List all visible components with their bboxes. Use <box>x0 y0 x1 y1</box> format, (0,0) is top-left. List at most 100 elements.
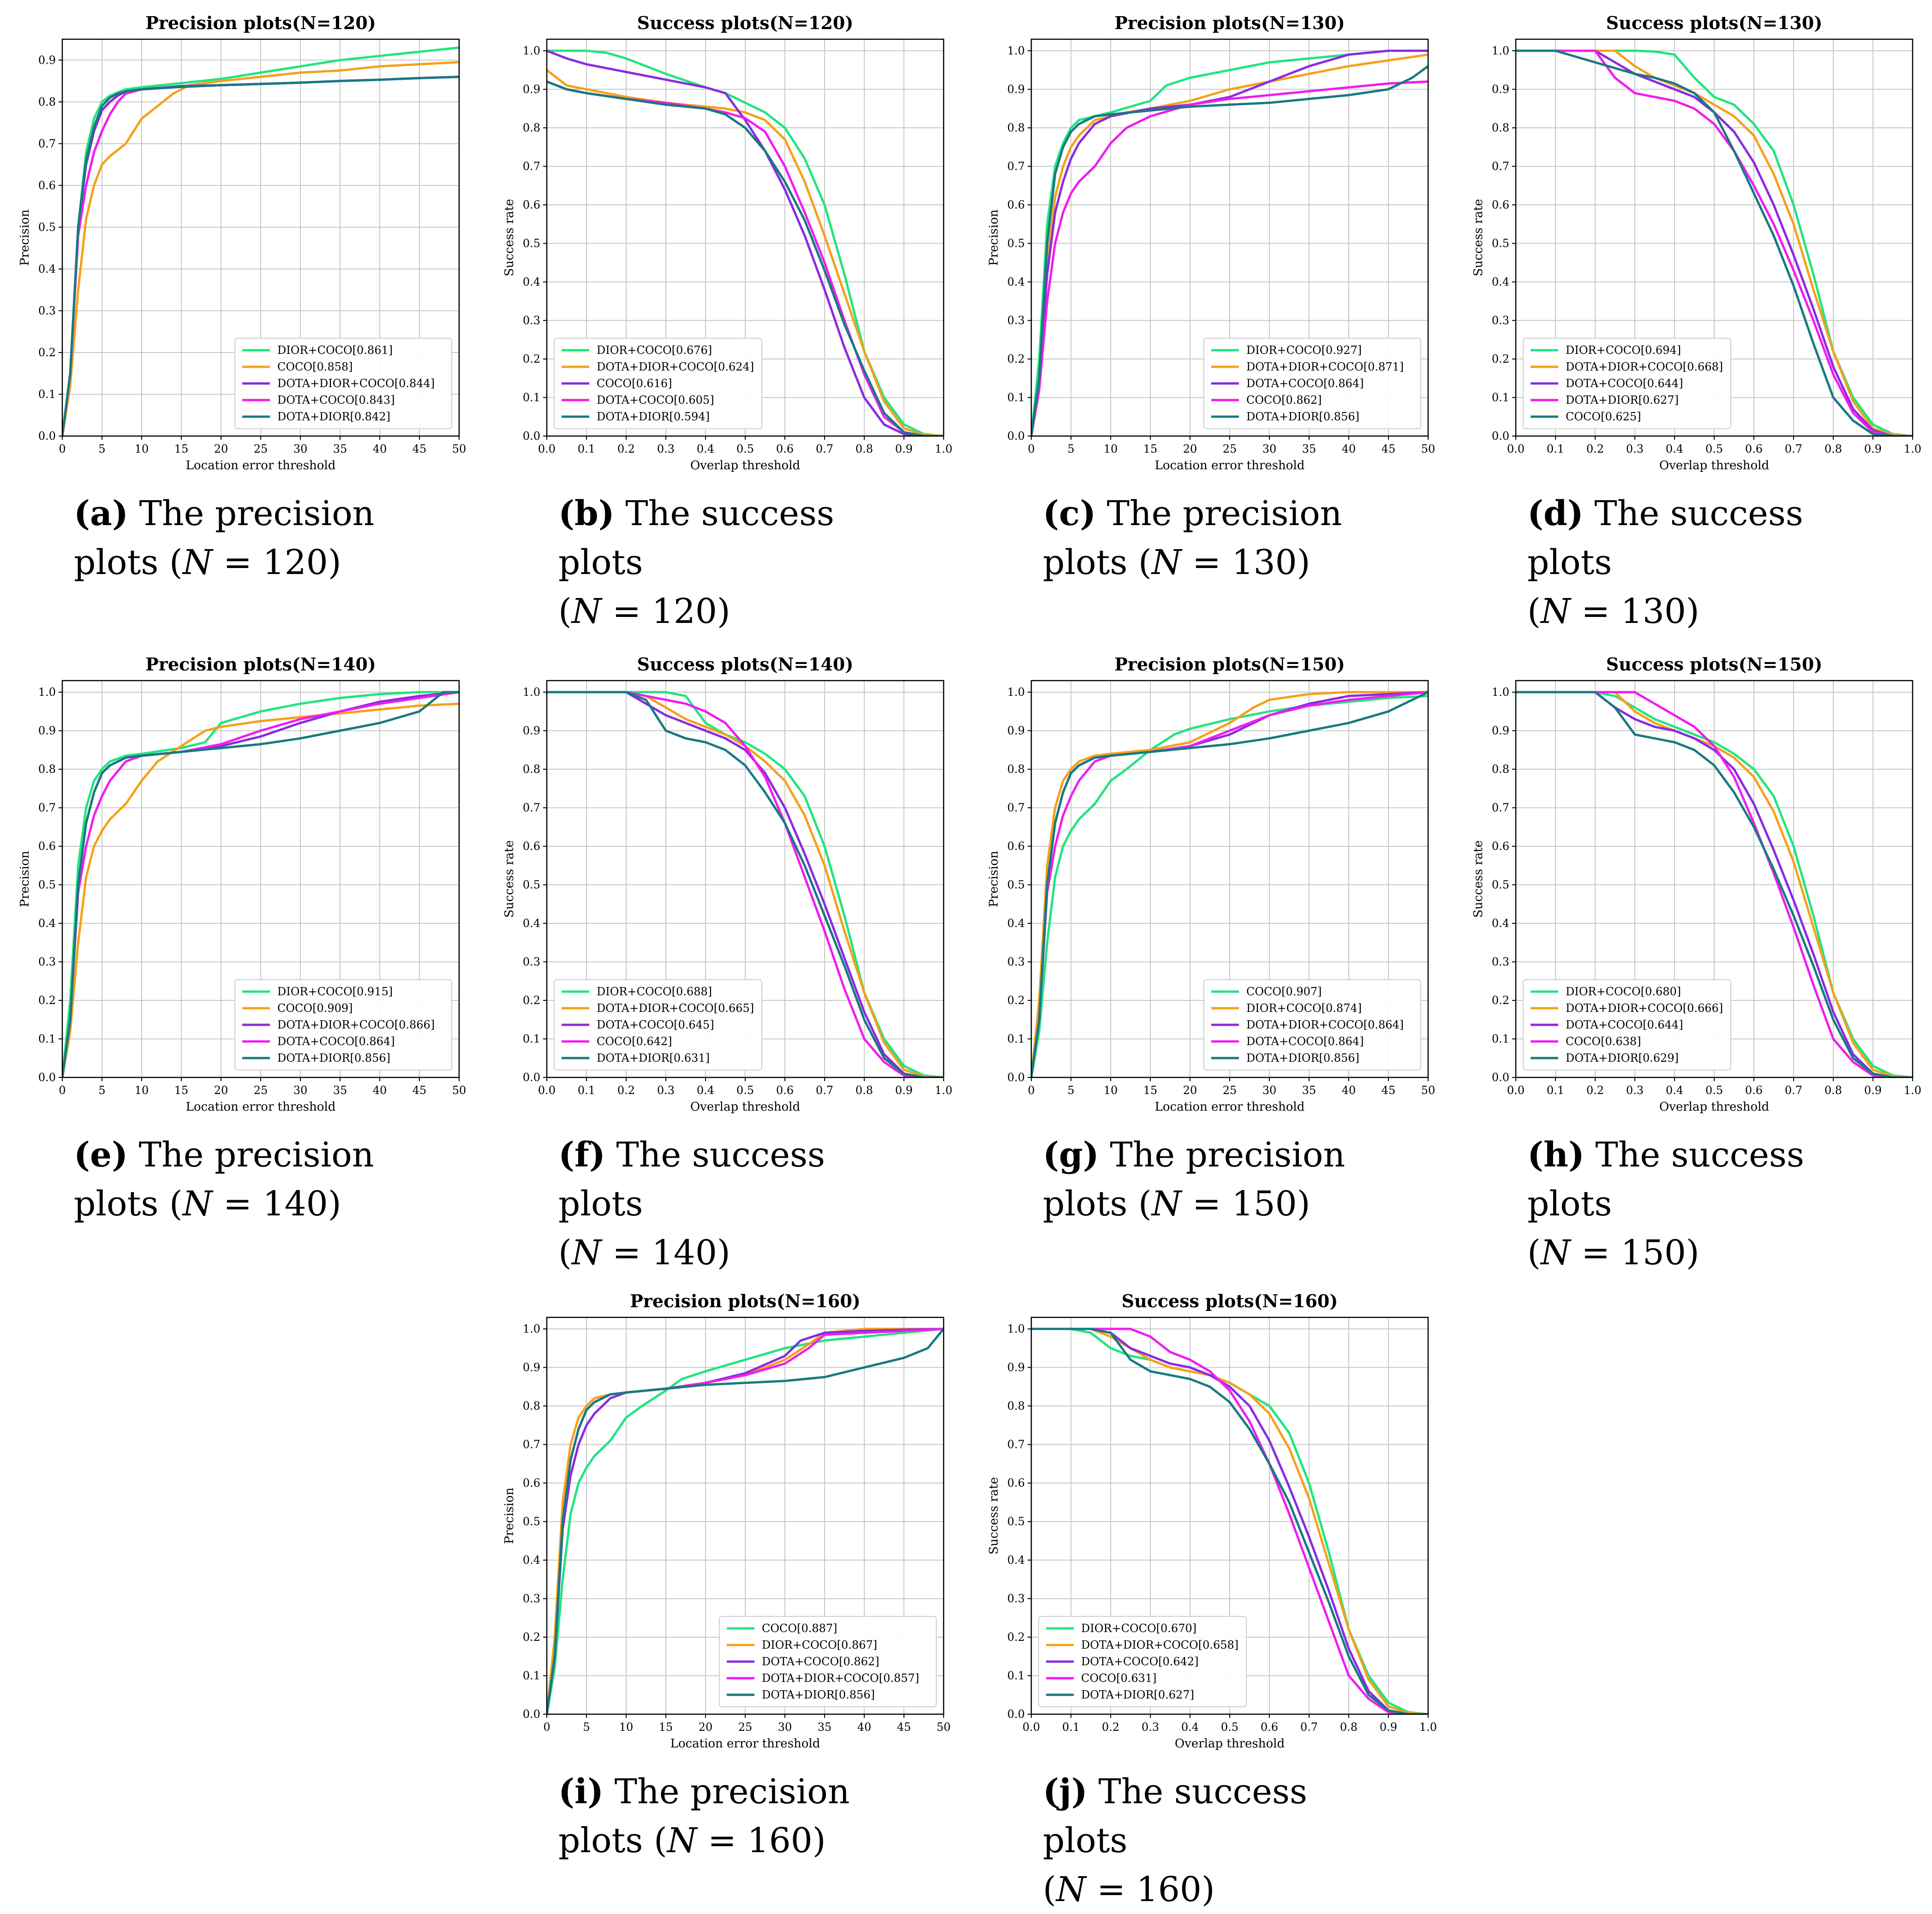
series-line-2 <box>62 702 459 1077</box>
y-tick-label: 0.6 <box>1492 198 1509 211</box>
plot-frame <box>1030 38 1429 437</box>
chart-title: Precision plots(N=130) <box>1114 12 1345 33</box>
y-axis-label: Success rate <box>987 1477 1001 1555</box>
x-tick-label: 20 <box>214 443 228 455</box>
plot-frame <box>1515 680 1914 1078</box>
y-tick-label: 0.9 <box>1492 724 1509 737</box>
y-tick-label: 0.3 <box>1007 314 1025 327</box>
x-tick-label: 35 <box>333 1084 347 1097</box>
y-tick-label: 0.7 <box>523 801 540 814</box>
x-tick-label: 25 <box>1223 1084 1237 1097</box>
caption-text: = 120) <box>601 592 730 631</box>
y-tick-label: 0.6 <box>38 179 56 192</box>
caption-text: = 160) <box>697 1821 826 1860</box>
y-tick-label: 0.9 <box>1007 724 1025 737</box>
series-group <box>1031 49 1428 436</box>
legend-entry: DOTA+DIOR[0.627] <box>1566 394 1679 407</box>
y-tick-label: 0.8 <box>523 1400 540 1412</box>
series-line-1 <box>547 691 944 1077</box>
legend-entry: DOTA+DIOR+COCO[0.665] <box>597 1002 754 1015</box>
legend-box <box>1038 1616 1247 1707</box>
legend-entry: DOTA+COCO[0.862] <box>762 1655 879 1668</box>
y-tick-label: 0.8 <box>38 96 56 108</box>
legend-entry: DIOR+COCO[0.670] <box>1081 1622 1196 1635</box>
y-tick-label: 1.0 <box>1007 686 1025 699</box>
x-axis-label: Location error threshold <box>670 1737 820 1751</box>
legend-box <box>234 338 452 429</box>
y-tick-label: 0.8 <box>38 763 56 776</box>
caption-label: (c) <box>1043 494 1096 533</box>
legend-box <box>1203 338 1421 429</box>
y-tick-label: 1.0 <box>523 1322 540 1335</box>
legend-entry: DOTA+DIOR[0.629] <box>1566 1052 1679 1065</box>
x-tick-label: 0.4 <box>697 443 714 455</box>
y-tick-label: 0.5 <box>523 879 540 891</box>
x-tick-label: 0.6 <box>1745 1084 1763 1097</box>
legend: DIOR+COCO[0.676] DOTA+DIOR+COCO[0.624] COC… <box>554 338 762 429</box>
x-tick-label: 40 <box>1342 1084 1356 1097</box>
legend-entry: DOTA+COCO[0.642] <box>1081 1655 1199 1668</box>
series-line-4 <box>547 691 944 1077</box>
x-tick-label: 1.0 <box>1904 443 1921 455</box>
legend-entry: DOTA+COCO[0.864] <box>277 1035 395 1048</box>
caption-label: (h) <box>1527 1135 1585 1175</box>
y-tick-label: 0.4 <box>523 275 540 288</box>
caption-text: ( <box>1527 592 1541 631</box>
caption-label: (a) <box>74 494 128 533</box>
x-axis-label: Overlap threshold <box>690 1100 800 1114</box>
chart-title: Success plots(N=140) <box>637 654 854 675</box>
legend-entry: DOTA+COCO[0.645] <box>597 1018 714 1031</box>
y-tick-label: 0.9 <box>1007 83 1025 96</box>
legend: DIOR+COCO[0.861] COCO[0.858] DOTA+DIOR+COC… <box>234 338 452 429</box>
chart-svg: Success plots(N=120) 0.0 0.1 0.2 0.3 0.4 0.5 0.… <box>502 12 952 473</box>
series-line-2 <box>1031 691 1428 1077</box>
x-tick-label: 0.2 <box>617 1084 635 1097</box>
x-tick-label: 0.9 <box>895 443 913 455</box>
y-tick-label: 0.9 <box>38 724 56 737</box>
y-tick-label: 0.8 <box>1007 763 1025 776</box>
y-tick-label: 0.2 <box>1007 353 1025 365</box>
series-line-5 <box>1516 49 1913 436</box>
caption-label: (j) <box>1043 1772 1088 1812</box>
y-tick-label: 0.7 <box>523 160 540 173</box>
y-tick-label: 0.1 <box>523 1669 540 1682</box>
chart-svg: Success plots(N=150) 0.0 0.1 0.2 0.3 0.4 0.5 0.… <box>1471 654 1921 1114</box>
x-tick-label: 0.6 <box>1261 1721 1278 1734</box>
y-tick-label: 0.0 <box>1007 430 1025 443</box>
x-tick-label: 40 <box>373 443 387 455</box>
x-tick-label: 1.0 <box>1419 1721 1437 1734</box>
chart-svg: Precision plots(N=130) 0 5 10 15 20 25 30 35 40 45… <box>987 12 1435 473</box>
chart-svg: Precision plots(N=140) 0 5 10 15 20 25 30 35 40 45… <box>18 654 466 1114</box>
caption-text: The success plots <box>1527 1135 1804 1224</box>
x-tick-label: 0.2 <box>1586 443 1604 455</box>
y-tick-label: 0.0 <box>1492 430 1509 443</box>
y-tick-label: 0.9 <box>38 54 56 66</box>
legend-entry: DOTA+DIOR+COCO[0.871] <box>1246 360 1404 373</box>
caption-text: = 160) <box>1086 1870 1215 1909</box>
x-tick-label: 0.0 <box>1023 1721 1040 1734</box>
y-tick-label: 0.1 <box>1492 391 1509 404</box>
y-tick-label: 0.7 <box>1007 160 1025 173</box>
x-tick-label: 45 <box>1382 443 1396 455</box>
x-tick-label: 15 <box>174 443 189 455</box>
y-tick-label: 0.3 <box>1007 1592 1025 1605</box>
x-axis-label: Location error threshold <box>186 1100 336 1114</box>
y-tick-label: 0.5 <box>523 237 540 250</box>
x-tick-label: 20 <box>214 1084 228 1097</box>
caption-variable: N <box>1540 592 1571 631</box>
legend-entry: DOTA+COCO[0.864] <box>1246 1035 1364 1048</box>
series-line-5 <box>62 691 459 1077</box>
x-tick-label: 0 <box>1028 1084 1035 1097</box>
y-tick-label: 0.4 <box>1007 917 1025 930</box>
figure-panel-h: Success plots(N=150) 0.0 0.1 0.2 0.3 0.4 0.5 0.… <box>1463 646 1924 1273</box>
caption-variable: N <box>571 592 602 631</box>
caption-label: (e) <box>74 1135 128 1175</box>
x-tick-label: 15 <box>659 1721 673 1734</box>
plot-frame <box>546 38 945 437</box>
figure-panel-d: Success plots(N=130) 0.0 0.1 0.2 0.3 0.4 0.5 0.… <box>1463 5 1924 631</box>
x-tick-label: 0.8 <box>1824 1084 1842 1097</box>
caption-text: = 140) <box>601 1233 730 1273</box>
y-tick-label: 0.8 <box>523 121 540 134</box>
figure-caption: (f) The success plots (N = 140) <box>558 1130 891 1277</box>
caption-variable: N <box>1056 1870 1086 1909</box>
